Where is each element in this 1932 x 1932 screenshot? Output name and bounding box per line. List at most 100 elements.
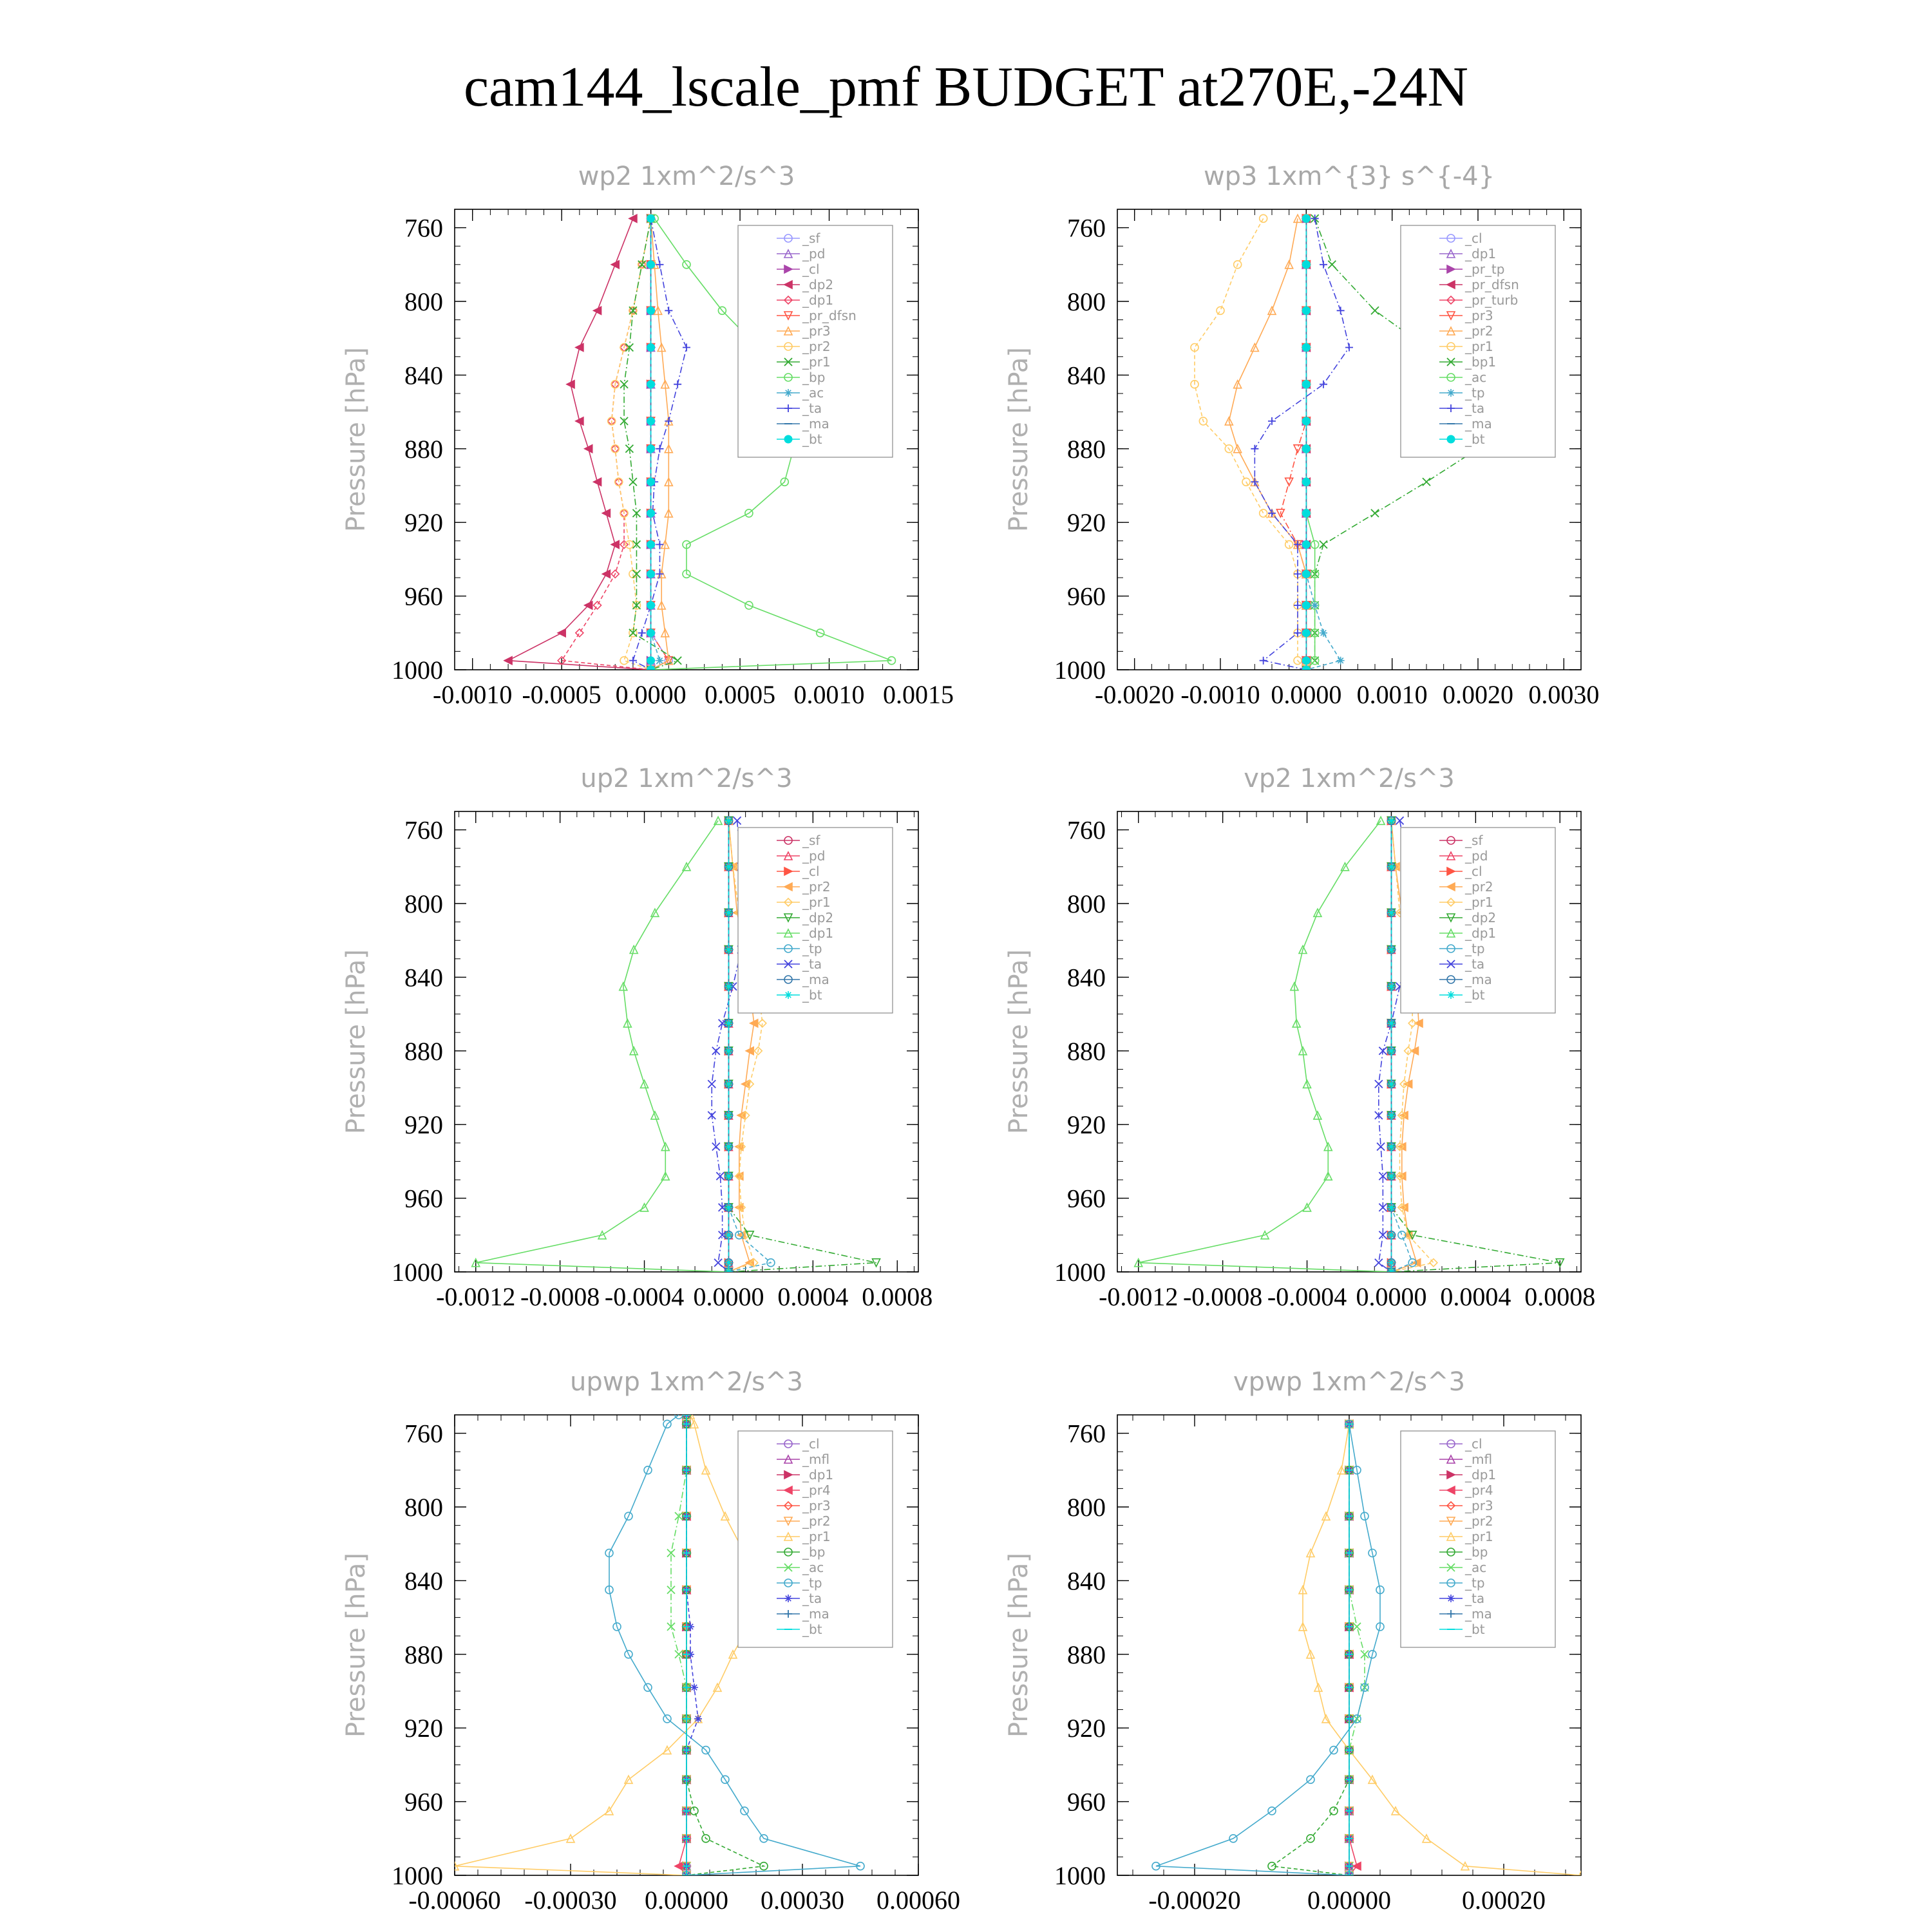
page-title: cam144_lscale_pmf BUDGET at270E,-24N bbox=[463, 56, 1469, 118]
series-group bbox=[1190, 213, 1508, 670]
x-tick-label: -0.0012 bbox=[1099, 1282, 1178, 1311]
y-axis-label: Pressure [hPa] bbox=[341, 1553, 371, 1738]
data-point bbox=[749, 1258, 759, 1267]
data-point bbox=[592, 600, 602, 611]
y-tick-label: 760 bbox=[1067, 214, 1106, 243]
legend-label: _dp1 bbox=[1464, 925, 1496, 941]
data-point bbox=[647, 509, 656, 518]
y-tick-label: 880 bbox=[404, 435, 443, 464]
y-tick-label: 800 bbox=[404, 1493, 443, 1522]
data-point bbox=[1302, 1079, 1312, 1089]
data-point bbox=[724, 1142, 733, 1151]
data-point bbox=[759, 1861, 768, 1871]
x-tick-label: -0.0012 bbox=[436, 1282, 515, 1311]
legend-marker bbox=[1446, 357, 1455, 366]
legend-label: _bt bbox=[1464, 431, 1485, 447]
y-tick-label: 960 bbox=[1067, 582, 1106, 611]
data-point bbox=[1378, 1046, 1387, 1056]
data-point bbox=[647, 629, 656, 638]
data-point bbox=[701, 1745, 710, 1755]
data-point bbox=[689, 1419, 699, 1429]
data-point bbox=[471, 1257, 481, 1267]
data-point bbox=[1387, 1203, 1396, 1211]
legend-label: _pr1 bbox=[802, 895, 831, 910]
data-point bbox=[565, 1833, 576, 1843]
legend-marker bbox=[783, 1501, 793, 1511]
legend-box bbox=[1400, 827, 1556, 1014]
data-point bbox=[1267, 1806, 1276, 1815]
data-point bbox=[624, 1511, 633, 1521]
data-point bbox=[714, 1258, 723, 1267]
x-tick-label: 0.0000 bbox=[693, 1282, 764, 1311]
data-point bbox=[1321, 1714, 1331, 1723]
data-point bbox=[753, 1046, 763, 1056]
data-point bbox=[1198, 417, 1208, 426]
data-point bbox=[1133, 1257, 1144, 1267]
legend-marker bbox=[1446, 1501, 1456, 1511]
data-point bbox=[1336, 656, 1345, 665]
legend-marker bbox=[1446, 373, 1455, 382]
y-tick-label: 760 bbox=[1067, 816, 1106, 845]
legend-label: _pr_dfsn bbox=[802, 308, 857, 323]
data-point bbox=[656, 444, 664, 453]
x-tick-label: 0.0010 bbox=[1357, 680, 1428, 709]
y-tick-label: 880 bbox=[1067, 435, 1106, 464]
data-point bbox=[647, 380, 656, 389]
legend-marker bbox=[783, 897, 793, 907]
data-point bbox=[647, 306, 656, 315]
data-point bbox=[682, 569, 691, 579]
data-point bbox=[632, 540, 641, 549]
legend-label: _tp bbox=[1464, 1575, 1485, 1591]
y-tick-label: 1000 bbox=[392, 656, 443, 685]
legend-marker bbox=[1446, 913, 1456, 923]
legend-marker bbox=[1446, 897, 1456, 907]
data-point bbox=[1387, 982, 1396, 990]
legend-label: _bt bbox=[1464, 987, 1485, 1003]
x-tick-label: 0.0008 bbox=[1524, 1282, 1595, 1311]
series-line-ac bbox=[670, 1415, 687, 1875]
y-tick-label: 800 bbox=[1067, 287, 1106, 316]
data-point bbox=[656, 570, 664, 578]
data-point bbox=[720, 1511, 730, 1521]
x-tick-label: 0.0000 bbox=[1356, 1282, 1426, 1311]
data-point bbox=[1305, 1649, 1316, 1659]
legend-marker bbox=[784, 234, 793, 243]
data-point bbox=[724, 1080, 733, 1088]
data-point bbox=[647, 601, 656, 610]
legend-marker bbox=[1446, 866, 1456, 876]
data-point bbox=[1302, 444, 1311, 453]
data-point bbox=[1259, 656, 1267, 665]
data-point bbox=[1298, 1622, 1308, 1631]
data-point bbox=[1376, 1622, 1385, 1631]
chart-panel-4: vp2 1xm^2/s^3 Pressure [hPa] 760 800 840 880 9… bbox=[1004, 764, 1595, 1311]
data-point bbox=[1370, 306, 1379, 315]
data-point bbox=[1397, 1110, 1406, 1121]
data-point bbox=[1251, 444, 1259, 453]
data-point bbox=[660, 1171, 670, 1181]
x-tick-label: 0.0008 bbox=[862, 1282, 933, 1311]
legend-label: _pr2 bbox=[802, 1513, 831, 1529]
legend-marker bbox=[1446, 836, 1455, 845]
legend-marker bbox=[784, 944, 793, 953]
legend-label: _pr1 bbox=[802, 354, 831, 370]
y-tick-label: 760 bbox=[1067, 1419, 1106, 1448]
legend-marker bbox=[1446, 1548, 1455, 1557]
data-point bbox=[1387, 1080, 1396, 1088]
data-point bbox=[1387, 1019, 1396, 1027]
chart-panel-3: up2 1xm^2/s^3 Pressure [hPa] 760 800 840 880 9… bbox=[341, 764, 933, 1311]
legend-label: _dp1 bbox=[1464, 1467, 1496, 1482]
legend-label: _ta bbox=[802, 1591, 822, 1606]
y-tick-label: 920 bbox=[1067, 1110, 1106, 1139]
data-point bbox=[744, 1231, 755, 1240]
data-point bbox=[1329, 1806, 1338, 1815]
data-point bbox=[1378, 1203, 1387, 1212]
data-point bbox=[1319, 540, 1328, 549]
legend-marker bbox=[784, 991, 792, 999]
legend-marker bbox=[1446, 1517, 1456, 1526]
data-point bbox=[619, 540, 629, 549]
data-point bbox=[757, 1018, 767, 1028]
legend-label: _pr_turb bbox=[1464, 292, 1518, 308]
data-point bbox=[656, 540, 664, 549]
legend-marker bbox=[1446, 1563, 1455, 1572]
data-point bbox=[1294, 601, 1302, 609]
